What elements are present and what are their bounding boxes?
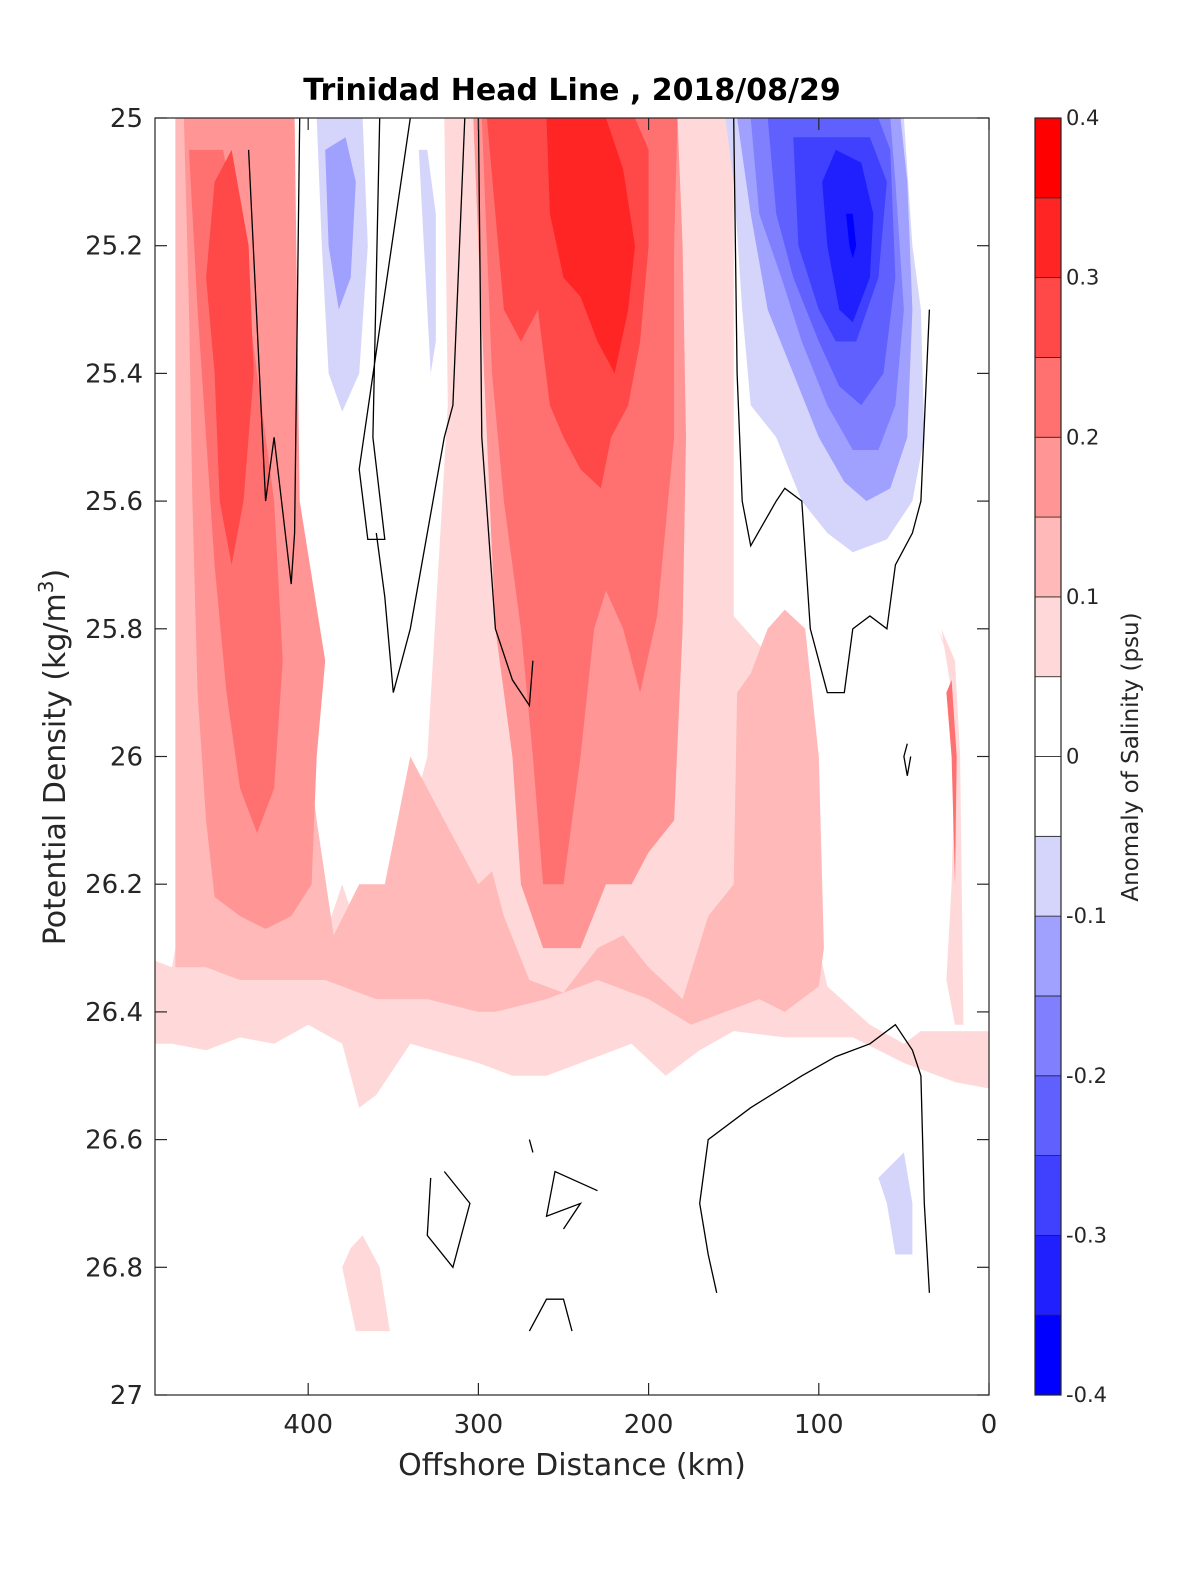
zero-contour-3 [375,117,466,693]
y-tick-label: 26.2 [85,870,143,900]
zero-contour-1 [477,117,534,708]
colorbar-tick-label: -0.1 [1066,904,1107,928]
colorbar-swatch-13 [1034,277,1062,358]
colorbar-tick-label: 0.3 [1066,266,1099,290]
colorbar-swatch-3 [1034,1075,1062,1156]
zero-contour-4 [733,117,931,694]
y-tick-label: 26.6 [85,1126,143,1156]
colorbar-swatch-12 [1034,357,1062,438]
y-axis-label-superscript: 3 [34,580,58,593]
colorbar-tick-label: 0 [1066,745,1079,769]
y-axis-label: Potential Density (kg/m3) [34,569,73,945]
contour-fill-region-2 [342,1235,390,1332]
x-axis-label: Offshore Distance (km) [398,1448,746,1483]
y-tick-label: 25.8 [85,615,143,645]
x-tick-label: 100 [794,1410,844,1440]
zero-contour-8 [545,1170,598,1230]
y-tick-label: 26.8 [85,1253,143,1283]
x-tick-label: 400 [283,1410,333,1440]
colorbar-swatch-10 [1034,516,1062,598]
y-tick-label: 27 [110,1381,143,1411]
colorbar-swatch-15 [1034,117,1062,199]
zero-contour-7 [426,1171,471,1269]
colorbar-swatch-0 [1034,1314,1062,1396]
colorbar-swatch-1 [1034,1234,1062,1316]
colorbar [1034,117,1062,1396]
y-axis-ticks: 25 25.2 25.4 25.6 25.8 26 26.2 26.4 26.6 26.8 27 [85,104,989,1411]
zero-contour-5 [903,743,912,776]
y-axis-label-main: Potential Density (kg/m [38,593,73,945]
x-tick-label: 300 [454,1410,504,1440]
zero-contour-lines [247,117,931,1332]
colorbar-swatch-14 [1034,197,1062,279]
contour-fill-region-11 [941,628,961,980]
colorbar-swatch-6 [1034,835,1062,917]
colorbar-swatch-5 [1034,915,1062,997]
plot-area [155,118,989,1332]
zero-contour-2 [358,117,411,541]
colorbar-swatch-8 [1034,676,1062,757]
colorbar-swatch-9 [1034,596,1062,678]
colorbar-frame [1034,117,1062,1396]
colorbar-swatch-4 [1034,995,1062,1077]
colorbar-tick-label: -0.2 [1066,1064,1107,1088]
y-axis-label-close: ) [38,569,73,581]
colorbar-tick-label: 0.4 [1066,106,1099,130]
y-tick-label: 26.4 [85,998,143,1028]
contour-fill-region-18 [325,137,356,310]
contour-fill-region-16 [878,1152,913,1255]
colorbar-tick-label: -0.3 [1066,1223,1107,1247]
contour-fill-region-23 [846,213,857,259]
contour-fill-region-10 [546,118,635,374]
colorbar-ticks: -0.4 -0.3 -0.2 -0.1 0 0.1 0.2 0.3 0.4 [1066,106,1107,1407]
zero-contour-0 [247,117,301,585]
contour-fill-region-8 [206,149,254,565]
zero-contour-9 [528,1298,573,1332]
zero-contour-10 [528,1139,534,1153]
x-tick-label: 200 [624,1410,674,1440]
chart-title: Trinidad Head Line , 2018/08/29 [303,73,840,108]
colorbar-tick-label: 0.1 [1066,585,1099,609]
colorbar-tick-label: -0.4 [1066,1383,1107,1407]
colorbar-label: Anomaly of Salinity (psu) [1118,612,1144,901]
colorbar-swatch-7 [1034,756,1062,837]
y-tick-label: 25.4 [85,359,143,389]
colorbar-swatch-11 [1034,436,1062,518]
x-tick-label: 0 [981,1410,998,1440]
contour-fill-region-15 [418,149,436,374]
y-tick-label: 26 [110,743,143,773]
y-tick-label: 25 [110,104,143,134]
colorbar-swatch-2 [1034,1155,1062,1236]
contour-fill-region-12 [946,679,957,885]
y-tick-label: 25.6 [85,487,143,517]
y-tick-label: 25.2 [85,232,143,262]
x-axis-ticks: 400 300 200 100 0 [283,118,997,1440]
zero-contour-6 [699,1023,931,1293]
contour-fill-region-22 [822,149,874,323]
colorbar-tick-label: 0.2 [1066,425,1099,449]
